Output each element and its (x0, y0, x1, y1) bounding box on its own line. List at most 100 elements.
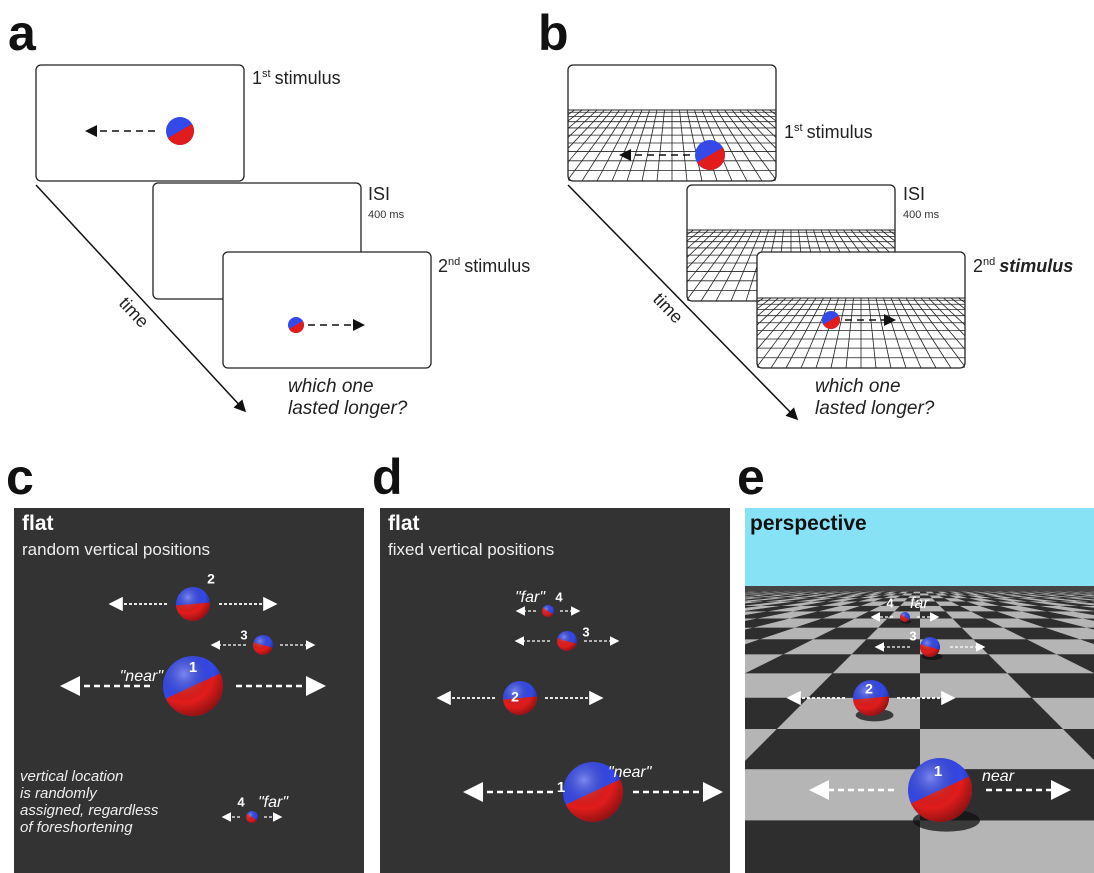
grid-line (830, 110, 988, 181)
floor-tile (0, 639, 14, 654)
ball-number: 4 (555, 589, 563, 604)
grid-line (1011, 298, 1094, 368)
grid-line (462, 110, 567, 181)
panel-letter: d (372, 449, 403, 505)
grid-line (1019, 298, 1094, 368)
note: is randomly (20, 785, 98, 802)
isi-duration: 400 ms (903, 209, 940, 221)
panel-letter: a (8, 5, 37, 61)
grid-line (837, 110, 1002, 181)
note: vertical location (20, 768, 123, 785)
grid-line (959, 298, 1057, 368)
screen (223, 252, 431, 368)
ball-shade (542, 605, 554, 617)
grid-line (1034, 298, 1094, 368)
grid-line (551, 230, 671, 301)
grid-line (596, 230, 694, 301)
grid-line (996, 298, 1094, 368)
panel-title: perspective (750, 512, 867, 535)
stimulus-label: 2nd stimulus (438, 256, 530, 276)
ball-tag: far (910, 595, 929, 612)
grid-line (417, 110, 545, 181)
grid-line (989, 298, 1094, 368)
panel-subtitle: random vertical positions (22, 540, 210, 559)
ball-shade (253, 635, 273, 655)
ordinal-suffix: st (262, 68, 271, 80)
panel-letter: c (6, 449, 34, 505)
grid-line (477, 110, 575, 181)
panel-subtitle: fixed vertical positions (388, 540, 554, 559)
grid-line (800, 110, 928, 181)
isi-label: ISI (903, 184, 925, 204)
ball-tag: "far" (258, 794, 289, 811)
stimulus-word: stimulus (999, 256, 1073, 276)
screen (312, 65, 1032, 181)
grid-line (432, 110, 552, 181)
ordinal: 2 (438, 256, 448, 276)
question: which one (288, 376, 374, 397)
grid-line (342, 110, 507, 181)
panel-letter: e (737, 449, 765, 505)
ball-shade (920, 637, 940, 657)
grid-line (1041, 298, 1094, 368)
grid-line (372, 110, 522, 181)
grid-line (357, 110, 515, 181)
grid-line (807, 110, 942, 181)
ball-number: 1 (557, 779, 565, 796)
grid-line (777, 110, 882, 181)
grid-line (312, 110, 492, 181)
isi-duration: 400 ms (368, 209, 405, 221)
ball-tag: "far" (515, 589, 546, 606)
grid-line (636, 298, 749, 368)
floor-tile (0, 619, 9, 628)
stimulus-label: 1ststimulus (784, 122, 873, 142)
ball-number: 1 (189, 659, 197, 676)
grid-line (501, 298, 681, 368)
time-label: time (115, 293, 153, 332)
floor-tile (0, 769, 4, 820)
ordinal-suffix: nd (448, 256, 460, 268)
stimulus-word: stimulus (464, 256, 530, 276)
ball-shade (176, 587, 210, 621)
grid-floor (312, 110, 1032, 181)
ball-number: 1 (934, 763, 942, 780)
floor-tile (0, 628, 4, 640)
ball-number: 3 (582, 624, 589, 639)
grid-line (981, 298, 1094, 368)
ball-shade (503, 681, 537, 715)
ball-number: 4 (886, 595, 894, 610)
grid-line (770, 110, 868, 181)
screen (36, 65, 244, 181)
grid-line (845, 110, 1018, 181)
ball-tag: near (982, 768, 1015, 785)
ordinal: 2 (973, 256, 983, 276)
ordinal: 1 (252, 68, 262, 88)
note: assigned, regardless (20, 802, 159, 819)
ordinal-suffix: st (794, 122, 803, 134)
ball-tag: "near" (120, 668, 165, 685)
note: of foreshortening (20, 819, 133, 836)
ball-shade (557, 631, 577, 651)
grid-line (387, 110, 530, 181)
ball-shade (900, 612, 910, 622)
grid-line (974, 298, 1087, 368)
grid-line (966, 298, 1071, 368)
grid-line (792, 110, 912, 181)
ordinal: 1 (784, 122, 794, 142)
stimulus-label: 2nd stimulus (973, 256, 1073, 276)
grid-line (785, 110, 898, 181)
ordinal-suffix: nd (983, 256, 995, 268)
isi-label: ISI (368, 184, 390, 204)
time-label: time (649, 289, 687, 327)
question: lasted longer? (815, 398, 935, 419)
ball-number: 3 (240, 627, 247, 642)
grid-line (521, 230, 656, 301)
panel-title: flat (388, 512, 420, 535)
stimulus-word: stimulus (275, 68, 341, 88)
panel-title: flat (22, 512, 54, 535)
question: lasted longer? (288, 398, 408, 419)
ball-number: 2 (865, 681, 873, 697)
grid-line (852, 110, 1032, 181)
ball-number: 2 (207, 571, 215, 587)
grid-line (576, 298, 719, 368)
